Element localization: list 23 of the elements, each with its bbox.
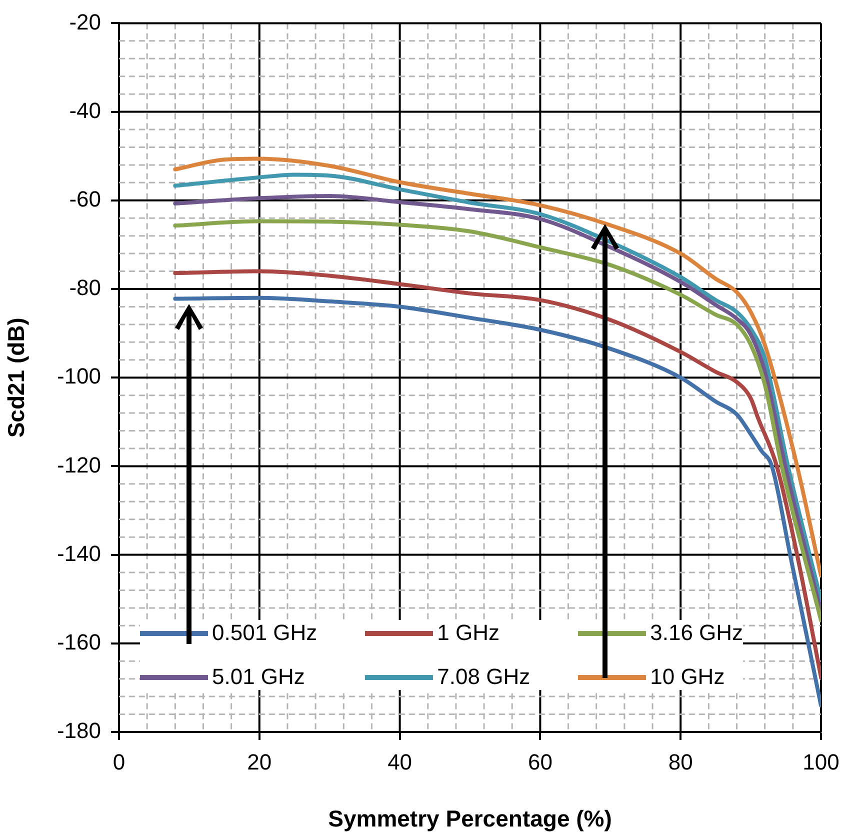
legend-label: 5.01 GHz [212, 664, 305, 690]
legend-label: 10 GHz [650, 664, 725, 690]
y-tick-label: -40 [69, 98, 101, 123]
x-tick-label: 80 [668, 749, 693, 774]
x-tick-label: 0 [112, 749, 126, 774]
y-axis-title: Scd21 (dB) [3, 318, 30, 438]
y-tick-label: -140 [56, 540, 101, 566]
y-tick-label: -80 [69, 275, 101, 300]
y-tick-label: -20 [69, 9, 101, 34]
x-axis-title: Symmetry Percentage (%) [328, 806, 612, 832]
y-tick-label: -160 [56, 629, 101, 654]
legend-label: 7.08 GHz [437, 664, 530, 690]
legend-label: 3.16 GHz [650, 620, 744, 646]
x-tick-label: 100 [802, 749, 840, 774]
y-tick-label: -60 [69, 186, 101, 212]
legend-label: 0.501 GHz [212, 620, 318, 646]
x-tick-label: 40 [388, 749, 412, 774]
x-tick-label: 20 [247, 749, 272, 774]
y-tick-label: -180 [56, 718, 101, 744]
x-tick-label: 60 [528, 749, 552, 774]
y-tick-label: -120 [56, 452, 101, 478]
legend-label: 1 GHz [437, 620, 500, 646]
y-tick-label: -100 [56, 364, 101, 389]
